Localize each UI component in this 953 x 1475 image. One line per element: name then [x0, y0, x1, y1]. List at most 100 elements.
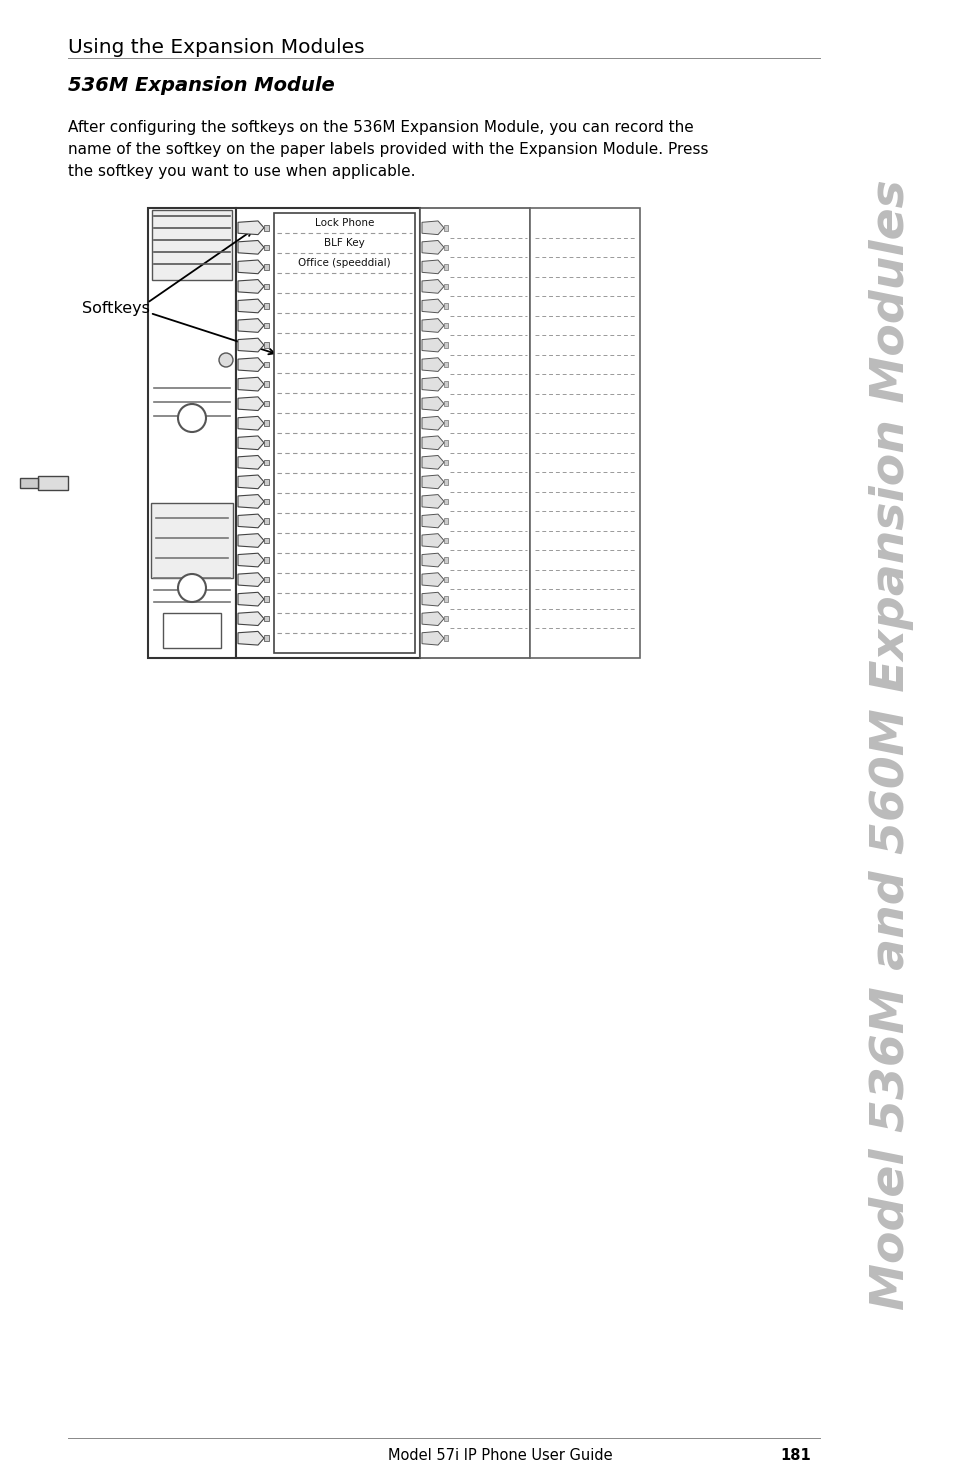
Bar [163, 614, 221, 648]
Polygon shape [421, 221, 443, 235]
Polygon shape [421, 494, 443, 509]
Bar [443, 283, 448, 289]
Bar [443, 342, 448, 348]
Bar [264, 264, 269, 270]
Polygon shape [237, 612, 264, 625]
Bar [264, 518, 269, 524]
Bar [530, 208, 639, 658]
Bar [443, 264, 448, 270]
Bar [443, 226, 448, 230]
Bar [264, 440, 269, 445]
Bar [264, 636, 269, 642]
Text: Model 536M and 560M Expansion Modules: Model 536M and 560M Expansion Modules [868, 180, 914, 1310]
Bar [443, 440, 448, 445]
Bar [443, 460, 448, 465]
Bar [264, 226, 269, 230]
Polygon shape [237, 260, 264, 274]
Bar [443, 617, 448, 621]
Polygon shape [421, 240, 443, 254]
Bar [419, 208, 530, 658]
Polygon shape [237, 572, 264, 587]
Bar [20, 478, 38, 488]
Bar [264, 558, 269, 563]
Bar [264, 420, 269, 426]
Bar [151, 503, 233, 578]
Text: 181: 181 [780, 1447, 810, 1463]
Bar [264, 460, 269, 465]
Bar [148, 208, 235, 658]
Bar [443, 538, 448, 543]
Polygon shape [421, 416, 443, 431]
Bar [264, 361, 269, 367]
Bar [38, 476, 68, 490]
Polygon shape [237, 553, 264, 566]
Polygon shape [421, 280, 443, 294]
Bar [443, 558, 448, 563]
Polygon shape [421, 534, 443, 547]
Polygon shape [237, 240, 264, 254]
Bar [264, 304, 269, 308]
Bar [443, 499, 448, 504]
Polygon shape [237, 437, 264, 450]
Bar [264, 617, 269, 621]
Circle shape [178, 574, 206, 602]
Bar [443, 401, 448, 407]
Circle shape [219, 353, 233, 367]
Polygon shape [237, 515, 264, 528]
Polygon shape [237, 280, 264, 294]
Bar [152, 209, 232, 280]
Text: BLF Key: BLF Key [324, 237, 364, 248]
Circle shape [178, 404, 206, 432]
Polygon shape [237, 378, 264, 391]
Bar [264, 382, 269, 386]
Polygon shape [421, 572, 443, 587]
Polygon shape [421, 299, 443, 313]
Bar [443, 479, 448, 485]
Polygon shape [237, 631, 264, 645]
Polygon shape [237, 416, 264, 431]
Polygon shape [421, 260, 443, 274]
Bar [274, 212, 415, 653]
Text: Model 57i IP Phone User Guide: Model 57i IP Phone User Guide [387, 1447, 612, 1463]
Text: Office (speeddial): Office (speeddial) [298, 258, 391, 268]
Polygon shape [237, 397, 264, 410]
Text: 536M Expansion Module: 536M Expansion Module [68, 77, 335, 94]
Polygon shape [237, 475, 264, 488]
Polygon shape [421, 358, 443, 372]
Polygon shape [237, 221, 264, 235]
Polygon shape [237, 534, 264, 547]
Polygon shape [421, 593, 443, 606]
Bar [264, 401, 269, 407]
Bar [264, 479, 269, 485]
Bar [264, 499, 269, 504]
Bar [443, 420, 448, 426]
Polygon shape [237, 593, 264, 606]
Polygon shape [421, 378, 443, 391]
Bar [443, 361, 448, 367]
Bar [264, 283, 269, 289]
Bar [264, 577, 269, 583]
Text: Softkeys: Softkeys [82, 301, 150, 316]
Bar [443, 596, 448, 602]
Polygon shape [421, 631, 443, 645]
Polygon shape [237, 319, 264, 332]
Polygon shape [421, 319, 443, 332]
Polygon shape [421, 397, 443, 410]
Bar [443, 382, 448, 386]
Polygon shape [237, 456, 264, 469]
Bar [443, 518, 448, 524]
Polygon shape [421, 437, 443, 450]
Polygon shape [421, 612, 443, 625]
Polygon shape [421, 456, 443, 469]
Bar [443, 323, 448, 329]
Bar [264, 245, 269, 251]
Bar [443, 304, 448, 308]
Polygon shape [237, 299, 264, 313]
Bar [264, 596, 269, 602]
Polygon shape [421, 553, 443, 566]
Bar [235, 208, 419, 658]
Text: Using the Expansion Modules: Using the Expansion Modules [68, 38, 364, 58]
Bar [443, 577, 448, 583]
Bar [264, 538, 269, 543]
Text: Lock Phone: Lock Phone [314, 218, 374, 229]
